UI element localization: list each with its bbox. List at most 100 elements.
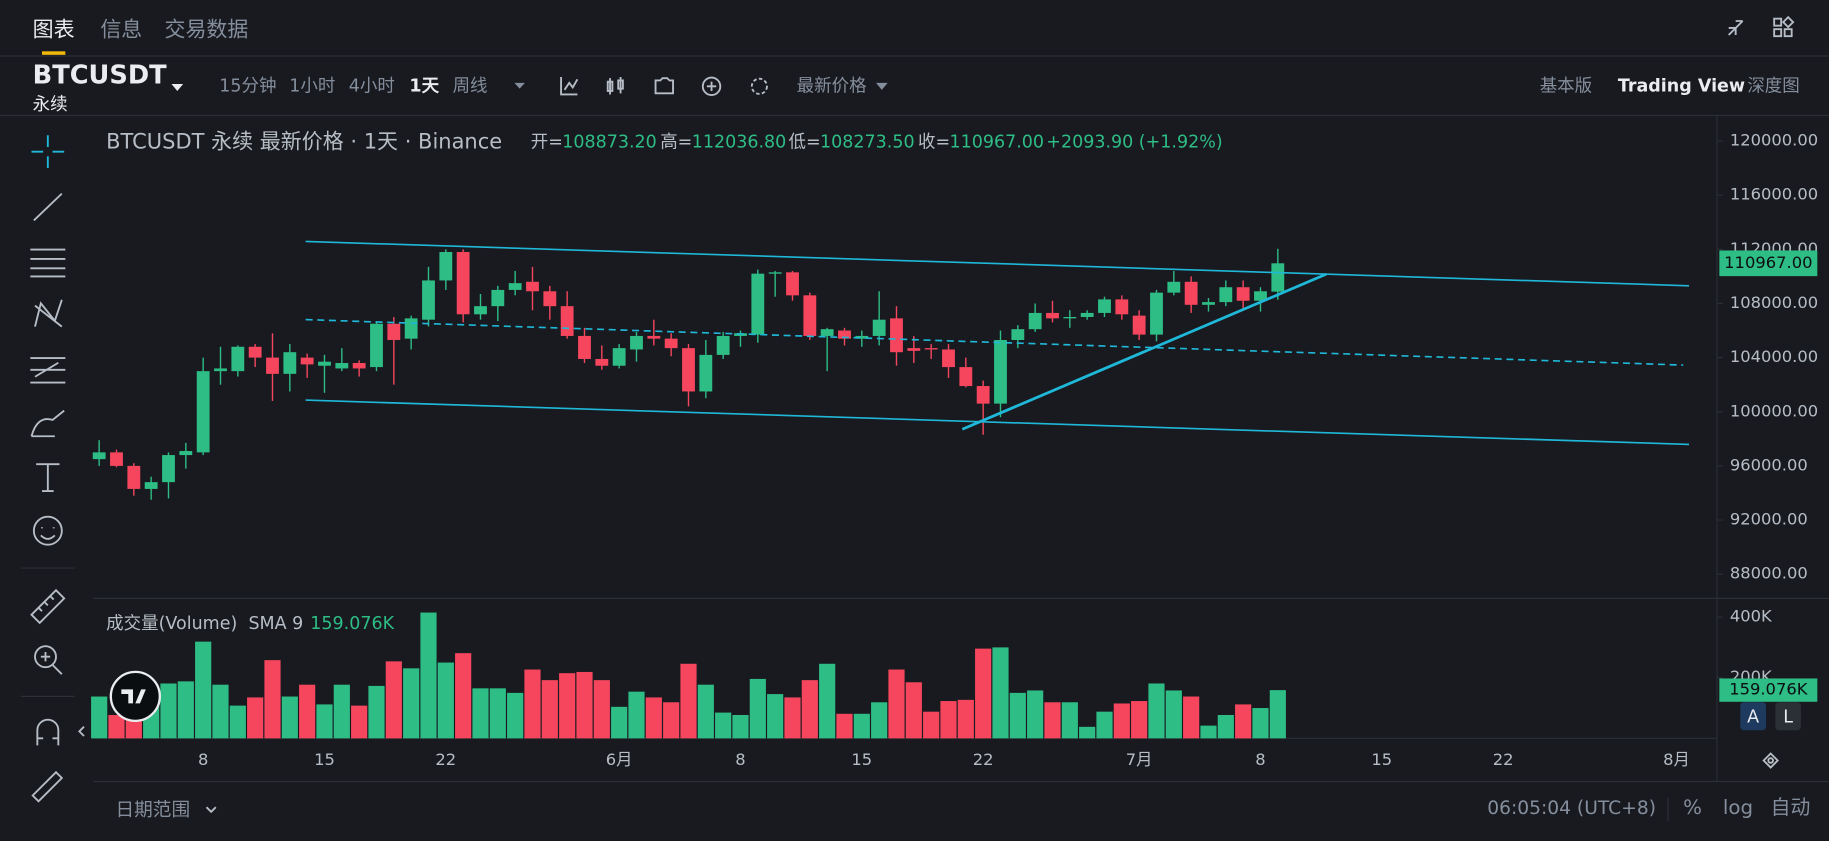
- layout-icon: [1783, 28, 1793, 38]
- dropdown-arrow[interactable]: [171, 83, 184, 91]
- channel-middle[interactable]: [305, 318, 1684, 366]
- view-option[interactable]: Trading View: [1618, 76, 1745, 96]
- volume-bar: [541, 680, 558, 739]
- channel-lower[interactable]: [305, 399, 1690, 446]
- candle-body: [456, 252, 470, 315]
- dropdown-arrow[interactable]: [876, 82, 888, 90]
- candle-body: [1219, 287, 1233, 303]
- dropdown-arrow[interactable]: [205, 806, 217, 814]
- volume-bar: [559, 673, 576, 739]
- x-tick-label: 7月: [1126, 750, 1153, 769]
- crosshair-tool[interactable]: [31, 135, 65, 168]
- volume-bar: [697, 684, 714, 739]
- indicator-icon[interactable]: [560, 76, 579, 96]
- chart-title: BTCUSDT 永续 最新价格 · 1天 · Binance: [106, 129, 502, 153]
- text-tool[interactable]: [36, 463, 60, 493]
- x-tick-label: 15: [851, 750, 872, 769]
- prediction-tool[interactable]: [30, 357, 66, 384]
- interval[interactable]: 1天: [409, 76, 439, 96]
- log-label[interactable]: L: [1783, 707, 1793, 727]
- interval[interactable]: 15分钟: [219, 76, 276, 96]
- auto-toggle[interactable]: 自动: [1771, 796, 1811, 819]
- volume-bar: [472, 688, 489, 739]
- y-tick-label: 120000.00: [1730, 131, 1818, 150]
- collapse-arrow[interactable]: [78, 726, 85, 737]
- volume-bar: [836, 713, 853, 739]
- add-icon[interactable]: [701, 76, 722, 96]
- volume-bar: [1217, 715, 1234, 739]
- channel-upper[interactable]: [305, 240, 1690, 287]
- volume-bar: [732, 715, 749, 739]
- date-range[interactable]: 日期范围: [115, 800, 190, 821]
- percent-toggle[interactable]: %: [1683, 796, 1702, 819]
- candle-icon[interactable]: [606, 76, 624, 95]
- volume-bar: [1027, 690, 1044, 739]
- volume-bar: [177, 681, 194, 739]
- volume-bar: [91, 696, 108, 739]
- dropdown-arrow[interactable]: [514, 82, 525, 89]
- tab[interactable]: 信息: [100, 17, 142, 41]
- candle-body: [751, 273, 765, 335]
- view-option[interactable]: 基本版: [1540, 76, 1592, 96]
- log-toggle[interactable]: log: [1723, 796, 1753, 819]
- interval[interactable]: 4小时: [349, 76, 395, 96]
- volume-bar: [1113, 703, 1130, 739]
- measure-tool[interactable]: [30, 588, 66, 625]
- log-button[interactable]: [1775, 702, 1801, 731]
- brush-tool[interactable]: [30, 409, 65, 438]
- view-option[interactable]: 深度图: [1747, 76, 1799, 96]
- line-tool[interactable]: [33, 192, 63, 222]
- pattern-tool[interactable]: [34, 299, 63, 328]
- trend-line[interactable]: [961, 272, 1327, 431]
- lock-tool[interactable]: [31, 770, 64, 803]
- tab[interactable]: 图表: [33, 17, 75, 41]
- y-tick-label: 116000.00: [1730, 185, 1818, 204]
- candle-body: [1011, 329, 1025, 341]
- price-change: +2093.90 (+1.92%): [1046, 132, 1222, 152]
- tab[interactable]: 交易数据: [164, 17, 248, 41]
- volume-bar: [940, 701, 957, 739]
- tv-logo[interactable]: [109, 670, 161, 723]
- volume-bar: [420, 612, 437, 739]
- candle-body: [1254, 291, 1267, 301]
- settings-icon[interactable]: [1762, 752, 1779, 769]
- candle-body: [924, 348, 938, 350]
- trend-drawings[interactable]: [305, 240, 1690, 446]
- fib-tool[interactable]: [30, 248, 66, 278]
- volume-bar: [1148, 683, 1165, 739]
- volume-bar: [333, 684, 350, 739]
- volume-bar: [1096, 711, 1113, 739]
- price-type[interactable]: 最新价格: [797, 76, 867, 96]
- x-tick-label: 22: [973, 750, 994, 769]
- volume-bar: [1252, 708, 1269, 739]
- last-volume-label: 159.076K: [1729, 680, 1809, 699]
- candle-body: [1271, 263, 1285, 292]
- magnet-tool[interactable]: [36, 718, 60, 746]
- clock: 06:05:04 (UTC+8): [1487, 798, 1656, 819]
- candle-body: [820, 329, 834, 336]
- layout-icon[interactable]: [1773, 17, 1783, 27]
- settings-icon[interactable]: [750, 77, 768, 95]
- candle-body: [248, 346, 262, 358]
- volume-bar: [368, 685, 385, 739]
- interval[interactable]: 周线: [453, 76, 488, 96]
- auto-button[interactable]: [1740, 702, 1766, 731]
- interval[interactable]: 1小时: [289, 76, 335, 96]
- x-tick-label: 22: [1493, 750, 1514, 769]
- camera-icon[interactable]: [654, 77, 674, 95]
- auto-label[interactable]: A: [1747, 707, 1759, 727]
- drawing-toolbar: [21, 135, 85, 803]
- symbol[interactable]: BTCUSDT: [33, 60, 167, 90]
- ohlc-value: 108873.20: [562, 132, 657, 152]
- window-icons[interactable]: [1728, 15, 1795, 38]
- last-price-box: [1719, 250, 1818, 277]
- volume-bar: [229, 705, 246, 739]
- collapse-icon[interactable]: [1728, 20, 1744, 36]
- candle-body: [699, 354, 713, 392]
- layout-icon: [1773, 28, 1783, 38]
- volume-bar: [160, 683, 177, 739]
- zoom-tool[interactable]: [34, 645, 57, 669]
- last-volume-box: [1719, 678, 1818, 702]
- emoji-tool[interactable]: [32, 515, 63, 546]
- volume-bar: [819, 663, 836, 739]
